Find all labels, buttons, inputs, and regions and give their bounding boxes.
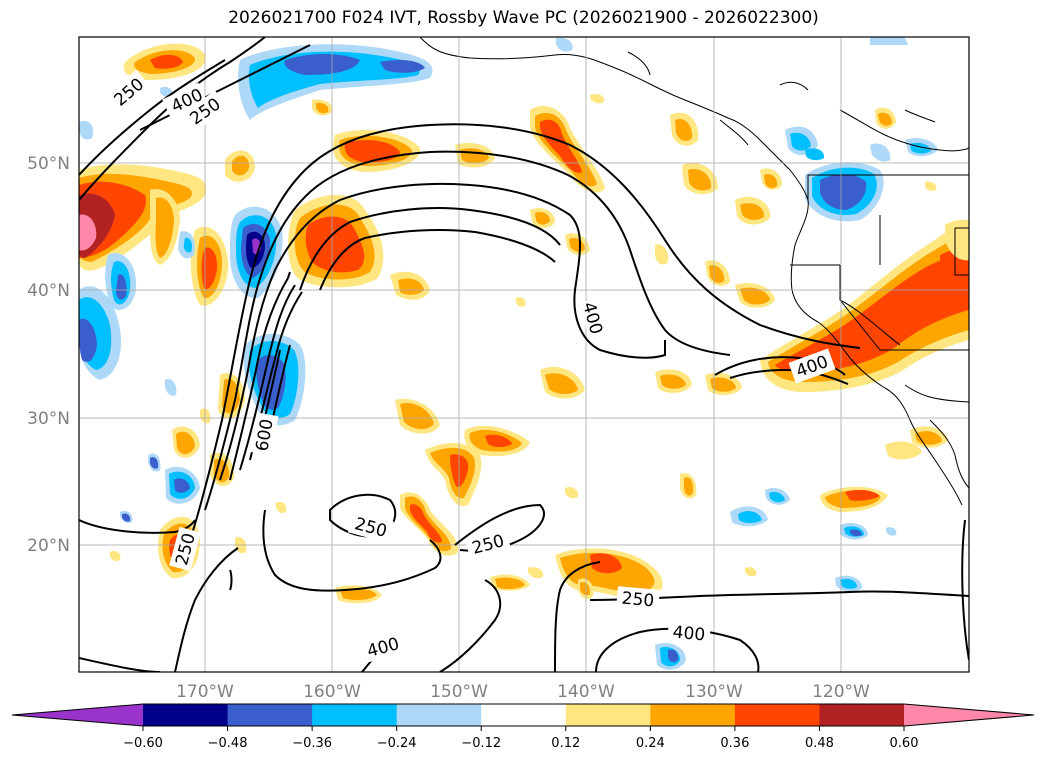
lat-label: 40°N	[27, 281, 70, 301]
anomaly-shading	[79, 37, 969, 670]
coastlines	[419, 37, 969, 506]
colorbar-segment	[312, 704, 398, 726]
colorbar-tick-label: 0.12	[551, 736, 580, 751]
lon-label: 170°W	[176, 682, 234, 702]
colorbar-tick-label: −0.24	[377, 736, 417, 751]
colorbar-segment	[565, 704, 651, 726]
map-title: 2026021700 F024 IVT, Rossby Wave PC (202…	[228, 8, 819, 28]
colorbar-tick-label: 0.60	[890, 736, 919, 751]
colorbar-segment	[819, 704, 905, 726]
lon-label: 150°W	[430, 682, 488, 702]
colorbar-tick-label: 0.24	[636, 736, 665, 751]
longitude-axis: 170°W 160°W 150°W 140°W 130°W 120°W	[176, 682, 870, 702]
map-frame	[78, 36, 970, 673]
colorbar-tick-label: −0.12	[461, 736, 501, 751]
contour-labels: 250 400 250 400 600 250 250 250 250 400 …	[105, 69, 836, 664]
lat-label: 30°N	[27, 409, 70, 429]
colorbar-tick-label: −0.48	[208, 736, 248, 751]
colorbar-tick-label: −0.36	[292, 736, 332, 751]
colorbar-extend-high	[904, 704, 1034, 726]
colorbar: −0.60 −0.48 −0.36 −0.24 −0.12 0.12 0.24 0.36 0.4…	[11, 703, 1035, 751]
contour-label: 400	[672, 623, 706, 646]
colorbar-tick-label: 0.48	[805, 736, 834, 751]
lon-label: 160°W	[303, 682, 361, 702]
contour-label: 250	[621, 589, 655, 612]
gridlines	[79, 37, 969, 672]
lon-label: 130°W	[685, 682, 743, 702]
lat-label: 50°N	[27, 154, 70, 174]
colorbar-segment	[396, 704, 482, 726]
colorbar-tick-label: −0.60	[123, 736, 163, 751]
colorbar-extend-low	[12, 704, 143, 726]
colorbar-segment	[227, 704, 313, 726]
lat-label: 20°N	[27, 536, 70, 556]
lon-label: 120°W	[812, 682, 870, 702]
latitude-axis: 50°N 40°N 30°N 20°N	[27, 154, 70, 556]
colorbar-tick-label: 0.36	[720, 736, 749, 751]
colorbar-segment	[143, 704, 229, 726]
lon-label: 140°W	[557, 682, 615, 702]
colorbar-segment	[650, 704, 736, 726]
colorbar-segment	[481, 704, 567, 726]
colorbar-segment	[734, 704, 820, 726]
